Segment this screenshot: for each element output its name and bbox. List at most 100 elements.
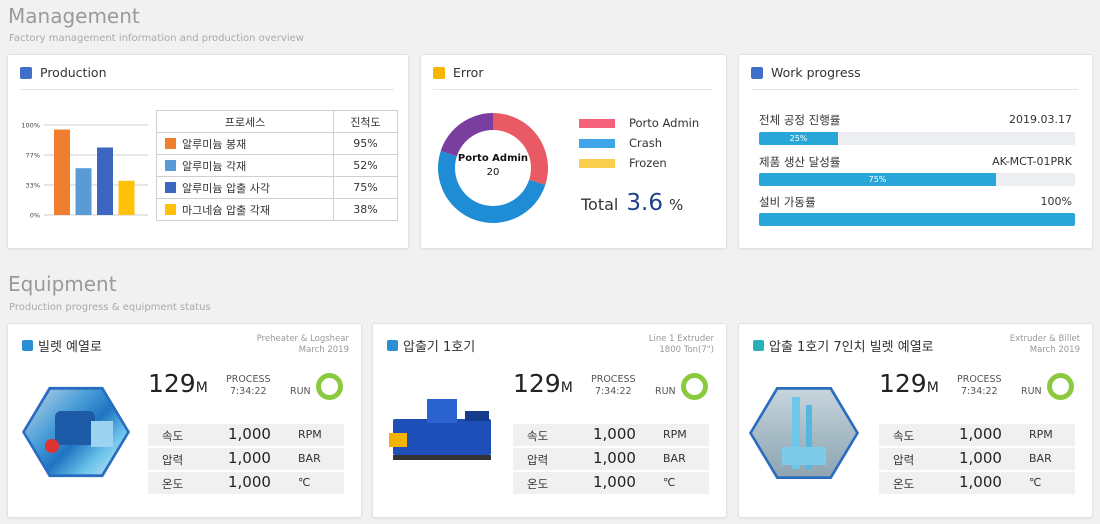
work-progress-divider [751, 89, 1078, 90]
progress-bar-fill: 25% [759, 132, 838, 145]
total-label: Total [581, 195, 619, 214]
run-status-ring-icon [681, 373, 708, 400]
management-title: Management [8, 4, 140, 28]
equipment-card-preheater: 빌렛 예열로 Preheater & Logshear March 2019 1… [7, 323, 362, 518]
process-info: PROCESS 7:34:22 [957, 374, 1002, 398]
equipment-stats: 속도 1,000 RPM 압력 1,000 BAR 온도 1,000 ℃ [148, 424, 344, 496]
legend-swatch [165, 181, 176, 193]
equipment-sub-line: Preheater & Logshear [256, 334, 349, 344]
equipment-card-subtitle: Line 1 Extruder 1800 Ton(7") [649, 334, 714, 356]
process-name: 알루미늄 압출 사각 [182, 181, 270, 195]
process-column-header: 프로세스 [156, 110, 334, 133]
process-progress: 38% [333, 198, 398, 221]
process-name: 알루미늄 각재 [182, 159, 247, 173]
machine-part-shape [91, 421, 113, 447]
stat-value: 1,000 [593, 425, 636, 443]
legend-label: Crash [629, 136, 663, 150]
stat-label: 온도 [893, 477, 915, 491]
equipment-sub-line: 1800 Ton(7") [659, 345, 714, 355]
stat-unit: ℃ [663, 476, 676, 489]
stat-value: 1,000 [593, 449, 636, 467]
machine-body-shape [55, 411, 95, 445]
error-donut-chart [438, 113, 548, 223]
process-info: PROCESS 7:34:22 [226, 374, 271, 398]
error-square-icon [433, 66, 445, 79]
error-card: Error Porto Admin 20 Porto Admin Crash F… [420, 54, 727, 249]
stat-row: 압력 1,000 BAR [879, 448, 1075, 470]
table-row: 알루미늄 압출 사각 75% [156, 176, 398, 199]
progress-label: 설비 가동률 [759, 195, 816, 209]
equipment-card-subtitle: Preheater & Logshear March 2019 [257, 334, 349, 356]
equipment-stats: 속도 1,000 RPM 압력 1,000 BAR 온도 1,000 ℃ [879, 424, 1075, 496]
stat-value: 1,000 [228, 449, 271, 467]
equipment-sub-line: Line 1 Extruder [648, 334, 714, 344]
process-progress: 75% [333, 176, 398, 199]
process-progress: 95% [333, 132, 398, 155]
legend-swatch [165, 203, 176, 215]
stat-row: 온도 1,000 ℃ [513, 472, 709, 494]
bar [54, 129, 70, 215]
equipment-subtitle: Production progress & equipment status [9, 302, 211, 313]
progress-column-header: 진척도 [333, 110, 398, 133]
process-name: 알루미늄 봉재 [182, 137, 247, 151]
stat-label: 온도 [527, 477, 549, 491]
equipment-card-extruder: 압출기 1호기 Line 1 Extruder 1800 Ton(7") 129… [372, 323, 727, 518]
equipment-stats: 속도 1,000 RPM 압력 1,000 BAR 온도 1,000 ℃ [513, 424, 709, 496]
run-label: RUN [1021, 386, 1042, 397]
equipment-sub-line: March 2019 [298, 345, 349, 355]
bar [97, 147, 113, 215]
stat-row: 속도 1,000 RPM [148, 424, 344, 446]
equipment-square-icon [22, 340, 33, 351]
table-row: 마그네슘 압출 각재 38% [156, 198, 398, 221]
equipment-image-frame [22, 386, 130, 478]
legend-swatch [165, 159, 176, 171]
bar [75, 168, 92, 215]
legend-item-porto-admin: Porto Admin [579, 116, 699, 130]
progress-bar-fill: 75% [759, 173, 996, 186]
stat-label: 온도 [162, 477, 184, 491]
stat-label: 속도 [527, 429, 549, 443]
progress-label: 제품 생산 달성률 [759, 155, 841, 169]
equipment-card-billet-heater: 압출 1호기 7인치 빌렛 예열로 Extruder & Billet Marc… [738, 323, 1093, 518]
legend-label: Frozen [629, 156, 667, 170]
stat-unit: RPM [1029, 428, 1053, 441]
error-divider [433, 89, 712, 90]
stat-row: 온도 1,000 ℃ [879, 472, 1075, 494]
machine-part-shape [792, 397, 800, 469]
machine-part-shape [427, 399, 457, 423]
machine-part-shape [806, 405, 812, 469]
work-progress-title: Work progress [771, 65, 861, 80]
machine-base-shape [393, 455, 491, 460]
error-header: Error [433, 65, 483, 80]
y-tick-label: 100% [21, 122, 40, 130]
equipment-square-icon [753, 340, 764, 351]
process-time: 7:34:22 [594, 386, 632, 397]
machine-body-shape [782, 447, 826, 465]
production-header: Production [20, 65, 107, 80]
stat-unit: ℃ [298, 476, 311, 489]
production-square-icon [20, 66, 32, 79]
progress-bar-production: 75% [759, 173, 1075, 186]
stat-label: 압력 [162, 453, 184, 467]
legend-swatch [579, 138, 615, 148]
stat-value: 1,000 [228, 473, 271, 491]
progress-right-text: 2019.03.17 [1009, 113, 1072, 126]
production-length-value: 129M [513, 369, 573, 398]
equipment-card-header: 압출 1호기 7인치 빌렛 예열로 [753, 336, 934, 355]
equipment-card-title: 빌렛 예열로 [38, 340, 102, 355]
stat-unit: BAR [1029, 452, 1052, 465]
table-row: 알루미늄 봉재 95% [156, 132, 398, 155]
stat-label: 속도 [162, 429, 184, 443]
stat-row: 압력 1,000 BAR [148, 448, 344, 470]
legend-swatch [165, 137, 176, 149]
legend-swatch [579, 158, 615, 168]
stat-value: 1,000 [959, 425, 1002, 443]
stat-label: 압력 [527, 453, 549, 467]
error-total: Total 3.6 % [581, 190, 683, 216]
progress-bar-utilization [759, 213, 1075, 226]
production-table: 프로세스 진척도 알루미늄 봉재 95% 알루미늄 각재 52% 알루미늄 압출… [156, 110, 398, 221]
equipment-image-frame [749, 386, 859, 480]
production-title: Production [40, 65, 107, 80]
production-divider [20, 89, 394, 90]
machine-part-shape [45, 439, 59, 453]
